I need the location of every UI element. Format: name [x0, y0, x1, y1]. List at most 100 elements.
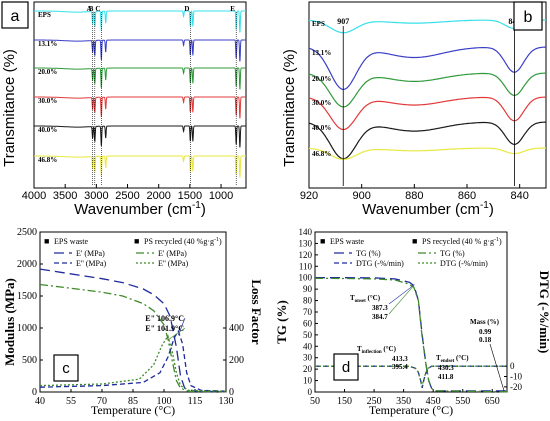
panel-d-y2label: DTG (-%/min) [537, 271, 550, 354]
panel-b-series-label: 40.0% [312, 124, 331, 132]
panel-d-legend-text: EPS waste [330, 237, 364, 246]
panel-d-mass-eps: 0.99 [479, 328, 492, 336]
panel-a-peak-labels: AB C D E [87, 5, 237, 185]
panel-d-legend-marker: ■ [412, 236, 417, 246]
panel-a-x-tick-label: 1500 [178, 190, 202, 202]
panel-c-series-line [39, 334, 227, 392]
panel-d-x-tick-label: 50 [310, 396, 320, 407]
panel-d-y-tick-label: 70 [303, 307, 313, 317]
panel-d-onset-ps: 384.7 [372, 313, 388, 321]
panel-c-legend-marker: ■ [44, 236, 49, 246]
panel-b-ylabel: Transmitance (%) [281, 49, 298, 167]
panel-c-legend-text: PS recycled (40 %g·g-1) [144, 237, 222, 246]
panel-b-label-box [513, 1, 543, 31]
panel-c-annotation-leader [167, 327, 186, 341]
panel-d-y-tick-label: 120 [299, 250, 313, 260]
panel-d-onset-leader [388, 285, 414, 315]
panel-c-axes: 40 55 70 85 100 115 13005001000150020002500020… [17, 227, 244, 407]
panel-c-x-tick-label: 100 [157, 396, 172, 407]
panel-c-series-line [39, 283, 227, 393]
panel-b-series-label: 20.0% [312, 75, 331, 83]
panel-d-y-tick-label: 130 [299, 238, 313, 248]
panel-c-y-tick-label: 1500 [17, 291, 37, 302]
panel-d-mass-label: Mass (%) [470, 318, 500, 326]
panel-d-endset-ps: 411.8 [438, 373, 454, 381]
panel-a-series-line [34, 67, 246, 90]
panel-a-xlabel: Wavenumber (cm-1) [74, 200, 206, 218]
panel-a-x-ticks: 4000 3500 3000 2500 2000 1500 1000 [22, 184, 233, 202]
panel-b-x-tick-label: 880 [405, 190, 423, 202]
panel-c-x-tick-label: 70 [97, 396, 107, 407]
panel-a-series-labels: EPS 13.1% 20.0% 30.0% 40.0% 46.8% [38, 11, 57, 164]
panel-a-peak-label: D [184, 5, 189, 13]
panel-b: 920 900 880 860 840 EPS 13.1% 20.0% 30.0% 40.0% 4… [281, 1, 547, 218]
panel-c-legend-line-label: E' (MPa) [76, 249, 105, 258]
panel-b-series-labels: EPS 13.1% 20.0% 30.0% 40.0% 46.8% [312, 20, 331, 158]
panel-d-x-tick-label: 650 [485, 396, 500, 407]
panel-a-peak-label: C [95, 5, 100, 13]
panel-b-frame [308, 1, 547, 189]
panel-c-legend-line-label: E' (MPa) [158, 249, 187, 258]
panel-d-onset-label: Tonset (°C) [350, 294, 381, 304]
panel-c-x-tick-label: 40 [35, 396, 45, 407]
panel-a-series-group [34, 10, 246, 178]
panel-b-x-ticks: 920 900 880 860 840 [300, 184, 529, 202]
panel-a-peak-label: E [230, 5, 235, 13]
panel-a-frame [33, 1, 247, 189]
panel-c-xlabel: Temperature (°C) [91, 403, 175, 417]
panel-d-series-line [314, 277, 508, 393]
panel-c-series-line [39, 268, 227, 393]
panel-a-series-line [34, 96, 246, 119]
panel-b-x-tick-label: 860 [458, 190, 476, 202]
panel-a-series-label: 30.0% [38, 97, 57, 105]
panel-d-inflection-eps: 413.3 [392, 355, 408, 363]
panel-c-ylabel: Modulus (MPa) [2, 278, 17, 366]
panel-c-y2-tick-label: 200 [229, 355, 244, 366]
panel-d-y-tick-label: 100 [299, 273, 313, 283]
panel-b-xlabel: Wavenumber (cm-1) [362, 200, 494, 218]
panel-d-y2-tick-label: 0 [510, 361, 515, 371]
panel-b-series-line [308, 96, 546, 131]
panel-c-legend: ■ EPS waste ■ PS recycled (40 %g·g-1) E' (MP… [44, 236, 222, 268]
panel-a-series-label: EPS [38, 11, 51, 19]
panel-d-y-tick-label: 60 [303, 318, 313, 328]
panel-c-label: c [62, 360, 70, 377]
panel-c-y2-tick-label: 0 [229, 387, 234, 398]
panel-d-y-tick-label: 10 [303, 376, 313, 386]
panel-b-series-line [308, 72, 546, 108]
panel-d-inflection-label: Tinflection (°C) [357, 345, 397, 355]
panel-d-mass-ps: 0.18 [479, 336, 492, 344]
panel-d-x-tick-label: 150 [337, 396, 352, 407]
panel-b-series-label: 46.8% [312, 150, 331, 158]
panel-d-y-tick-label: 140 [299, 227, 313, 237]
panel-a-series-label: 46.8% [38, 156, 57, 164]
panel-d-endset-eps: 430.3 [438, 364, 454, 372]
panel-c-annotation: E" 106.9°C [145, 314, 184, 323]
panel-d-legend-line-label: DTG (-%/min) [356, 259, 404, 268]
panel-d-y-tick-label: 80 [303, 296, 313, 306]
panel-d-legend-marker: ■ [320, 236, 325, 246]
panel-b-x-tick-label: 920 [300, 190, 318, 202]
panel-c: 40 55 70 85 100 115 13005001000150020002500020… [2, 227, 264, 417]
panel-b-label: b [524, 9, 533, 26]
panel-c-x-tick-label: 85 [128, 396, 138, 407]
panel-a-peak-label: B [89, 5, 94, 13]
panel-d-x-tick-label: 550 [455, 396, 470, 407]
panel-c-annotation: E" 101.9°C [145, 324, 184, 333]
panel-a-series-line [34, 10, 246, 33]
panel-b-markers: 907842 [337, 17, 520, 186]
panel-b-series-line [308, 46, 546, 91]
panel-a-series-label: 40.0% [38, 126, 57, 134]
panel-b-series-label: 13.1% [312, 49, 331, 57]
panel-b-series-line [308, 147, 546, 160]
panel-a-ylabel: Transmitance (%) [1, 49, 18, 167]
panel-a-label-box [1, 1, 29, 29]
panel-d-series-line [315, 365, 507, 389]
panel-d-y2-tick-label: -10 [510, 372, 522, 382]
panel-c-y-tick-label: 2000 [17, 259, 37, 270]
panel-d-y2-tick-label: -20 [510, 382, 522, 392]
panel-a-series-label: 20.0% [38, 68, 57, 76]
panel-a-peak-label: A [87, 5, 92, 13]
